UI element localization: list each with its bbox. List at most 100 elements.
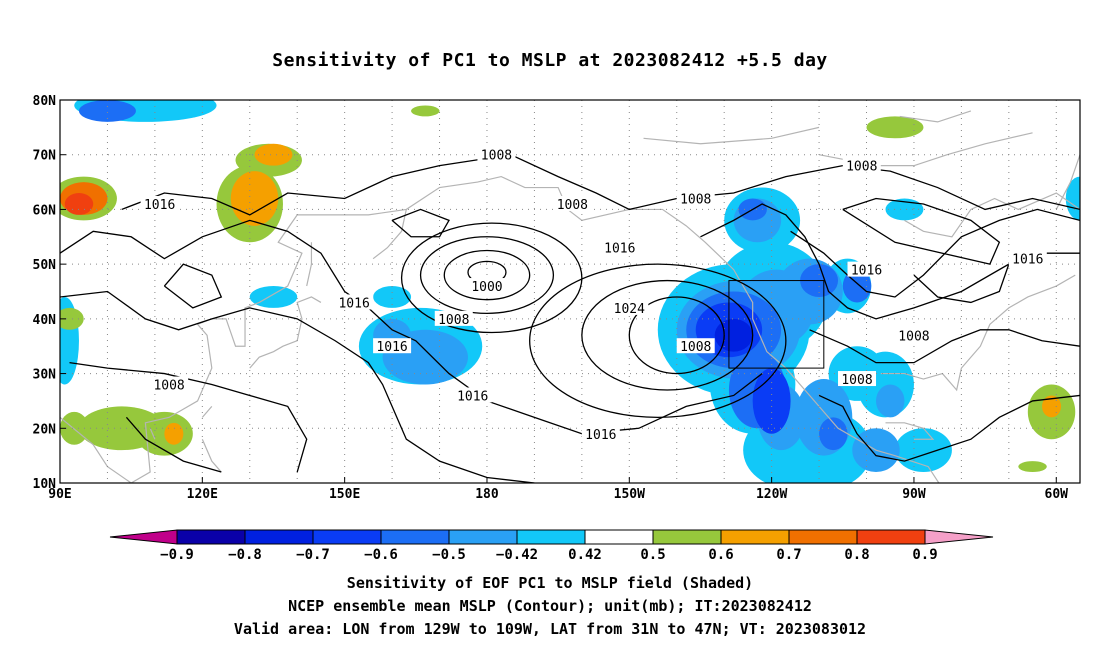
- colorbar-label-1: −0.8: [228, 547, 262, 563]
- gridlines: [60, 100, 1080, 483]
- contour-label-6: 1016: [851, 264, 882, 279]
- x-tick-label-3: 180: [475, 487, 499, 502]
- colorbar-label-7: 0.5: [640, 547, 665, 563]
- contour-label-bg-3: [676, 190, 715, 206]
- contour-label-bg-15: [838, 371, 877, 387]
- x-tick-label-7: 60W: [1045, 487, 1069, 502]
- colorbar-label-8: 0.6: [708, 547, 733, 563]
- contour-line-1: [60, 219, 763, 435]
- colorbar-label-11: 0.9: [912, 547, 937, 563]
- chart-title: Sensitivity of PC1 to MSLP at 2023082412…: [272, 50, 828, 71]
- footer-line-2: NCEP ensemble mean MSLP (Contour); unit(…: [288, 597, 812, 615]
- colorbar-band-8: [720, 529, 790, 545]
- shade-blob-43: [60, 411, 89, 445]
- contour-label-bg-1: [140, 195, 179, 211]
- contour-label-13: 1008: [680, 340, 711, 355]
- colorbar-band-4: [448, 529, 518, 545]
- contour-label-15: 1008: [841, 373, 872, 388]
- contour-line-10: [163, 263, 223, 309]
- colorbar-band-7: [652, 529, 722, 545]
- contour-label-bg-18: [581, 425, 620, 441]
- contour-low-3: [419, 236, 555, 315]
- contour-line-12: [842, 197, 1001, 265]
- contour-label-bg-12: [373, 338, 412, 354]
- colorbar-label-10: 0.8: [844, 547, 869, 563]
- coastline-6: [904, 192, 1080, 238]
- colorbar-low-triangle: [109, 529, 178, 545]
- x-tick-label-0: 90E: [48, 487, 71, 502]
- coastline-13: [899, 110, 972, 123]
- contour-line-4: [125, 416, 222, 473]
- coastline-9: [201, 406, 213, 418]
- contour-line-11: [391, 208, 450, 238]
- contour-label-11: 1008: [438, 313, 469, 328]
- contour-label-bg-13: [676, 338, 715, 354]
- shade-blob-14: [249, 286, 298, 308]
- coastline-0: [60, 175, 940, 483]
- colorbar-high-triangle: [924, 529, 994, 545]
- colorbar-band-1: [244, 529, 314, 545]
- colorbar-band-0: [176, 529, 246, 545]
- contour-label-bg-14: [894, 327, 933, 343]
- shade-blob-49: [254, 143, 293, 166]
- contour-label-bg-4: [842, 157, 881, 173]
- contour-label-bg-5: [600, 239, 639, 255]
- mslp-contours: [60, 154, 1080, 483]
- contour-label-bg-8: [467, 278, 506, 294]
- footer-line-3: Valid area: LON from 129W to 109W, LAT f…: [233, 620, 867, 638]
- contour-high-1: [628, 296, 725, 375]
- coastline-4: [880, 274, 1076, 392]
- contour-low-4: [400, 222, 583, 334]
- shade-blob-41: [135, 411, 193, 456]
- colorbar-label-4: −0.5: [432, 547, 466, 563]
- contour-labels: 1008 1016 1008 1008 1008 1016 1016 1016 1000 1016…: [140, 146, 1047, 443]
- contour-label-bg-6: [847, 261, 886, 277]
- contour-line-0: [121, 154, 1080, 216]
- contour-label-2: 1008: [557, 198, 588, 213]
- colorbar-label-9: 0.7: [776, 547, 801, 563]
- contour-line-7: [809, 329, 1080, 364]
- colorbar-label-3: −0.6: [364, 547, 398, 563]
- coastline-14: [1055, 154, 1080, 210]
- contour-label-17: 1016: [457, 389, 488, 404]
- contour-line-2: [60, 290, 535, 483]
- y-tick-label-6: 20N: [33, 422, 57, 437]
- contour-label-bg-0: [477, 146, 516, 162]
- plot-frame: [59, 99, 1081, 484]
- shade-blob-47: [1018, 461, 1047, 473]
- y-tick-label-7: 10N: [33, 477, 57, 492]
- coastline-10: [149, 428, 156, 440]
- contour-label-bg-9: [335, 294, 374, 310]
- y-axis-ticks: 80N 70N 60N 50N 40N 30N 20N 10N: [33, 94, 66, 492]
- contour-label-0: 1008: [481, 149, 512, 164]
- y-tick-label-1: 70N: [33, 149, 57, 164]
- contour-line-8: [818, 394, 1080, 462]
- y-tick-label-0: 80N: [33, 94, 57, 109]
- contour-high-2: [581, 279, 754, 391]
- coastline-11: [84, 505, 127, 532]
- contour-label-18: 1016: [585, 428, 616, 443]
- shade-blob-9: [894, 428, 952, 473]
- contour-high-3: [529, 263, 787, 418]
- y-tick-label-2: 60N: [33, 203, 57, 218]
- contour-label-bg-16: [150, 376, 189, 392]
- shade-blob-36: [714, 318, 753, 352]
- contour-line-6: [790, 208, 1080, 298]
- colorbar-band-2: [312, 529, 382, 545]
- x-tick-label-5: 120W: [756, 487, 787, 502]
- x-tick-label-2: 150E: [329, 487, 360, 502]
- contour-label-bg-2: [553, 195, 592, 211]
- contour-label-5: 1016: [604, 242, 635, 257]
- coastline-12: [643, 126, 820, 145]
- colorbar-label-6: 0.42: [568, 547, 602, 563]
- contour-label-9: 1016: [338, 296, 369, 311]
- colorbar-label-2: −0.7: [296, 547, 330, 563]
- footer-line-1: Sensitivity of EOF PC1 to MSLP field (Sh…: [346, 574, 754, 592]
- x-tick-label-4: 150W: [614, 487, 645, 502]
- contour-label-bg-17: [453, 387, 492, 403]
- contour-label-bg-11: [434, 310, 473, 326]
- contour-line-9: [913, 263, 1010, 304]
- colorbar-band-5: [516, 529, 586, 545]
- contour-label-14: 1008: [898, 329, 929, 344]
- shade-blob-33: [78, 100, 136, 122]
